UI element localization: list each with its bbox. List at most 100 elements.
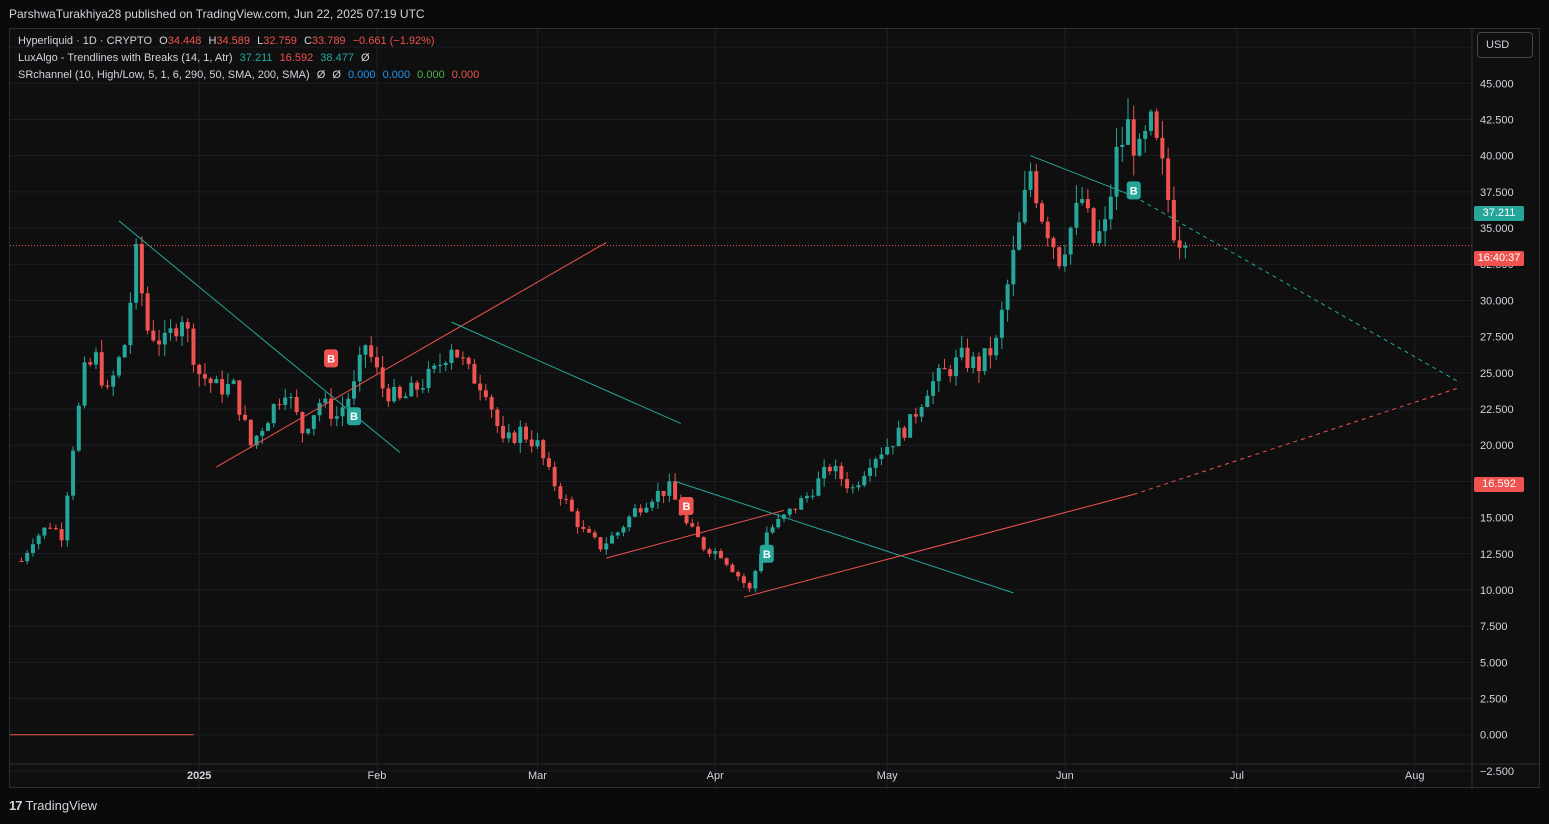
currency-button[interactable]: USD xyxy=(1477,32,1533,58)
candle-body xyxy=(839,465,844,480)
candle-body xyxy=(317,402,322,416)
candle-body xyxy=(730,564,735,573)
candle-body xyxy=(1154,111,1159,138)
candle-body xyxy=(174,328,179,337)
legend-open: 34.448 xyxy=(167,35,202,47)
candle-body xyxy=(311,415,316,429)
candle-body xyxy=(1183,245,1188,248)
candle-body xyxy=(959,347,964,358)
legend-low: 32.759 xyxy=(263,35,297,47)
candle-body xyxy=(529,439,534,447)
price-chart[interactable]: −2.500 0.000 2.500 5.000 7.500 10.000 12.500 15… xyxy=(10,29,1541,789)
trendline xyxy=(216,242,607,468)
legend-close-label: C xyxy=(303,35,312,47)
candle-body xyxy=(1045,221,1050,239)
candle-body xyxy=(885,446,890,455)
candle-body xyxy=(1022,189,1027,223)
candle-body xyxy=(432,365,437,369)
tradingview-footer[interactable]: 17 TradingView xyxy=(9,798,97,813)
candle-body xyxy=(214,379,219,384)
candle-body xyxy=(1040,203,1044,222)
publisher-bar: ParshwaTurakhiya28 published on TradingV… xyxy=(0,0,1549,28)
candle-body xyxy=(122,345,127,358)
x-tick-label: Jun xyxy=(1056,770,1074,782)
candle-body xyxy=(690,523,695,527)
candle-body xyxy=(1126,119,1130,145)
candle-body xyxy=(1137,138,1142,156)
candle-body xyxy=(684,515,689,524)
candle-body xyxy=(971,356,976,369)
trendline xyxy=(1133,195,1461,384)
candle-body xyxy=(804,495,809,499)
candle-body xyxy=(329,398,334,419)
candle-body xyxy=(787,508,792,515)
candle-body xyxy=(976,356,981,372)
candle-body xyxy=(524,426,528,440)
candle-body xyxy=(357,354,362,382)
legend-luxalgo[interactable]: LuxAlgo - Trendlines with Breaks (14, 1,… xyxy=(18,52,374,64)
candle-body xyxy=(1114,146,1119,197)
candle-body xyxy=(868,467,872,476)
luxalgo-v4: Ø xyxy=(361,52,370,64)
candle-body xyxy=(243,414,248,420)
candle-body xyxy=(1051,238,1056,248)
candle-body xyxy=(1091,208,1096,244)
candle-body xyxy=(1005,284,1010,310)
y-tick-label: 22.500 xyxy=(1480,404,1514,416)
candle-body xyxy=(558,486,563,499)
candle-body xyxy=(449,349,454,363)
candle-body xyxy=(1057,247,1062,267)
candle-body xyxy=(145,293,150,331)
luxalgo-v3: 38.477 xyxy=(320,52,354,64)
break-signal-label: B xyxy=(350,411,358,423)
y-tick-label: 37.500 xyxy=(1480,187,1514,199)
candle-body xyxy=(501,426,506,439)
candle-body xyxy=(908,414,913,438)
candle-body xyxy=(512,432,517,443)
candle-body xyxy=(352,381,356,399)
candle-body xyxy=(231,380,236,384)
break-signal-label: B xyxy=(1130,185,1138,197)
legend-srchannel[interactable]: SRchannel (10, High/Low, 5, 1, 6, 290, 5… xyxy=(18,69,483,81)
candle-body xyxy=(489,397,494,410)
candle-body xyxy=(701,537,706,550)
candle-body xyxy=(48,527,53,529)
candle-body xyxy=(1017,222,1022,250)
break-signal-label: B xyxy=(327,353,335,365)
candle-body xyxy=(1171,200,1176,241)
candle-body xyxy=(655,490,660,502)
candle-body xyxy=(564,498,569,500)
candle-body xyxy=(180,322,184,337)
x-tick-label: Aug xyxy=(1405,770,1425,782)
candle-body xyxy=(59,529,64,541)
candle-body xyxy=(856,485,861,488)
candle-body xyxy=(82,362,87,406)
candle-body xyxy=(460,357,465,359)
candle-body xyxy=(747,583,752,589)
candle-body xyxy=(764,532,769,555)
candle-body xyxy=(495,409,500,427)
x-tick-label: Jul xyxy=(1230,770,1244,782)
candle-body xyxy=(546,458,551,467)
candle-body xyxy=(902,427,907,438)
candle-body xyxy=(208,378,213,384)
candle-body xyxy=(638,508,643,513)
candle-body xyxy=(225,383,230,395)
candle-body xyxy=(707,549,712,554)
candle-body xyxy=(942,368,947,370)
candle-body xyxy=(99,352,104,386)
tradingview-logo-icon: 17 xyxy=(9,798,23,813)
candle-body xyxy=(36,535,41,545)
candle-body xyxy=(770,527,775,533)
legend-symbol[interactable]: Hyperliquid · 1D · CRYPTO xyxy=(18,35,153,47)
candle-body xyxy=(506,432,511,439)
x-tick-label: May xyxy=(877,770,898,782)
chart-panel[interactable]: −2.500 0.000 2.500 5.000 7.500 10.000 12.500 15… xyxy=(9,28,1541,789)
candle-body xyxy=(948,369,953,377)
candle-body xyxy=(810,495,815,497)
break-signal-marker xyxy=(759,544,774,563)
candle-body xyxy=(288,396,293,398)
candle-body xyxy=(696,526,700,538)
candle-body xyxy=(197,364,202,375)
candle-body xyxy=(1143,131,1148,139)
